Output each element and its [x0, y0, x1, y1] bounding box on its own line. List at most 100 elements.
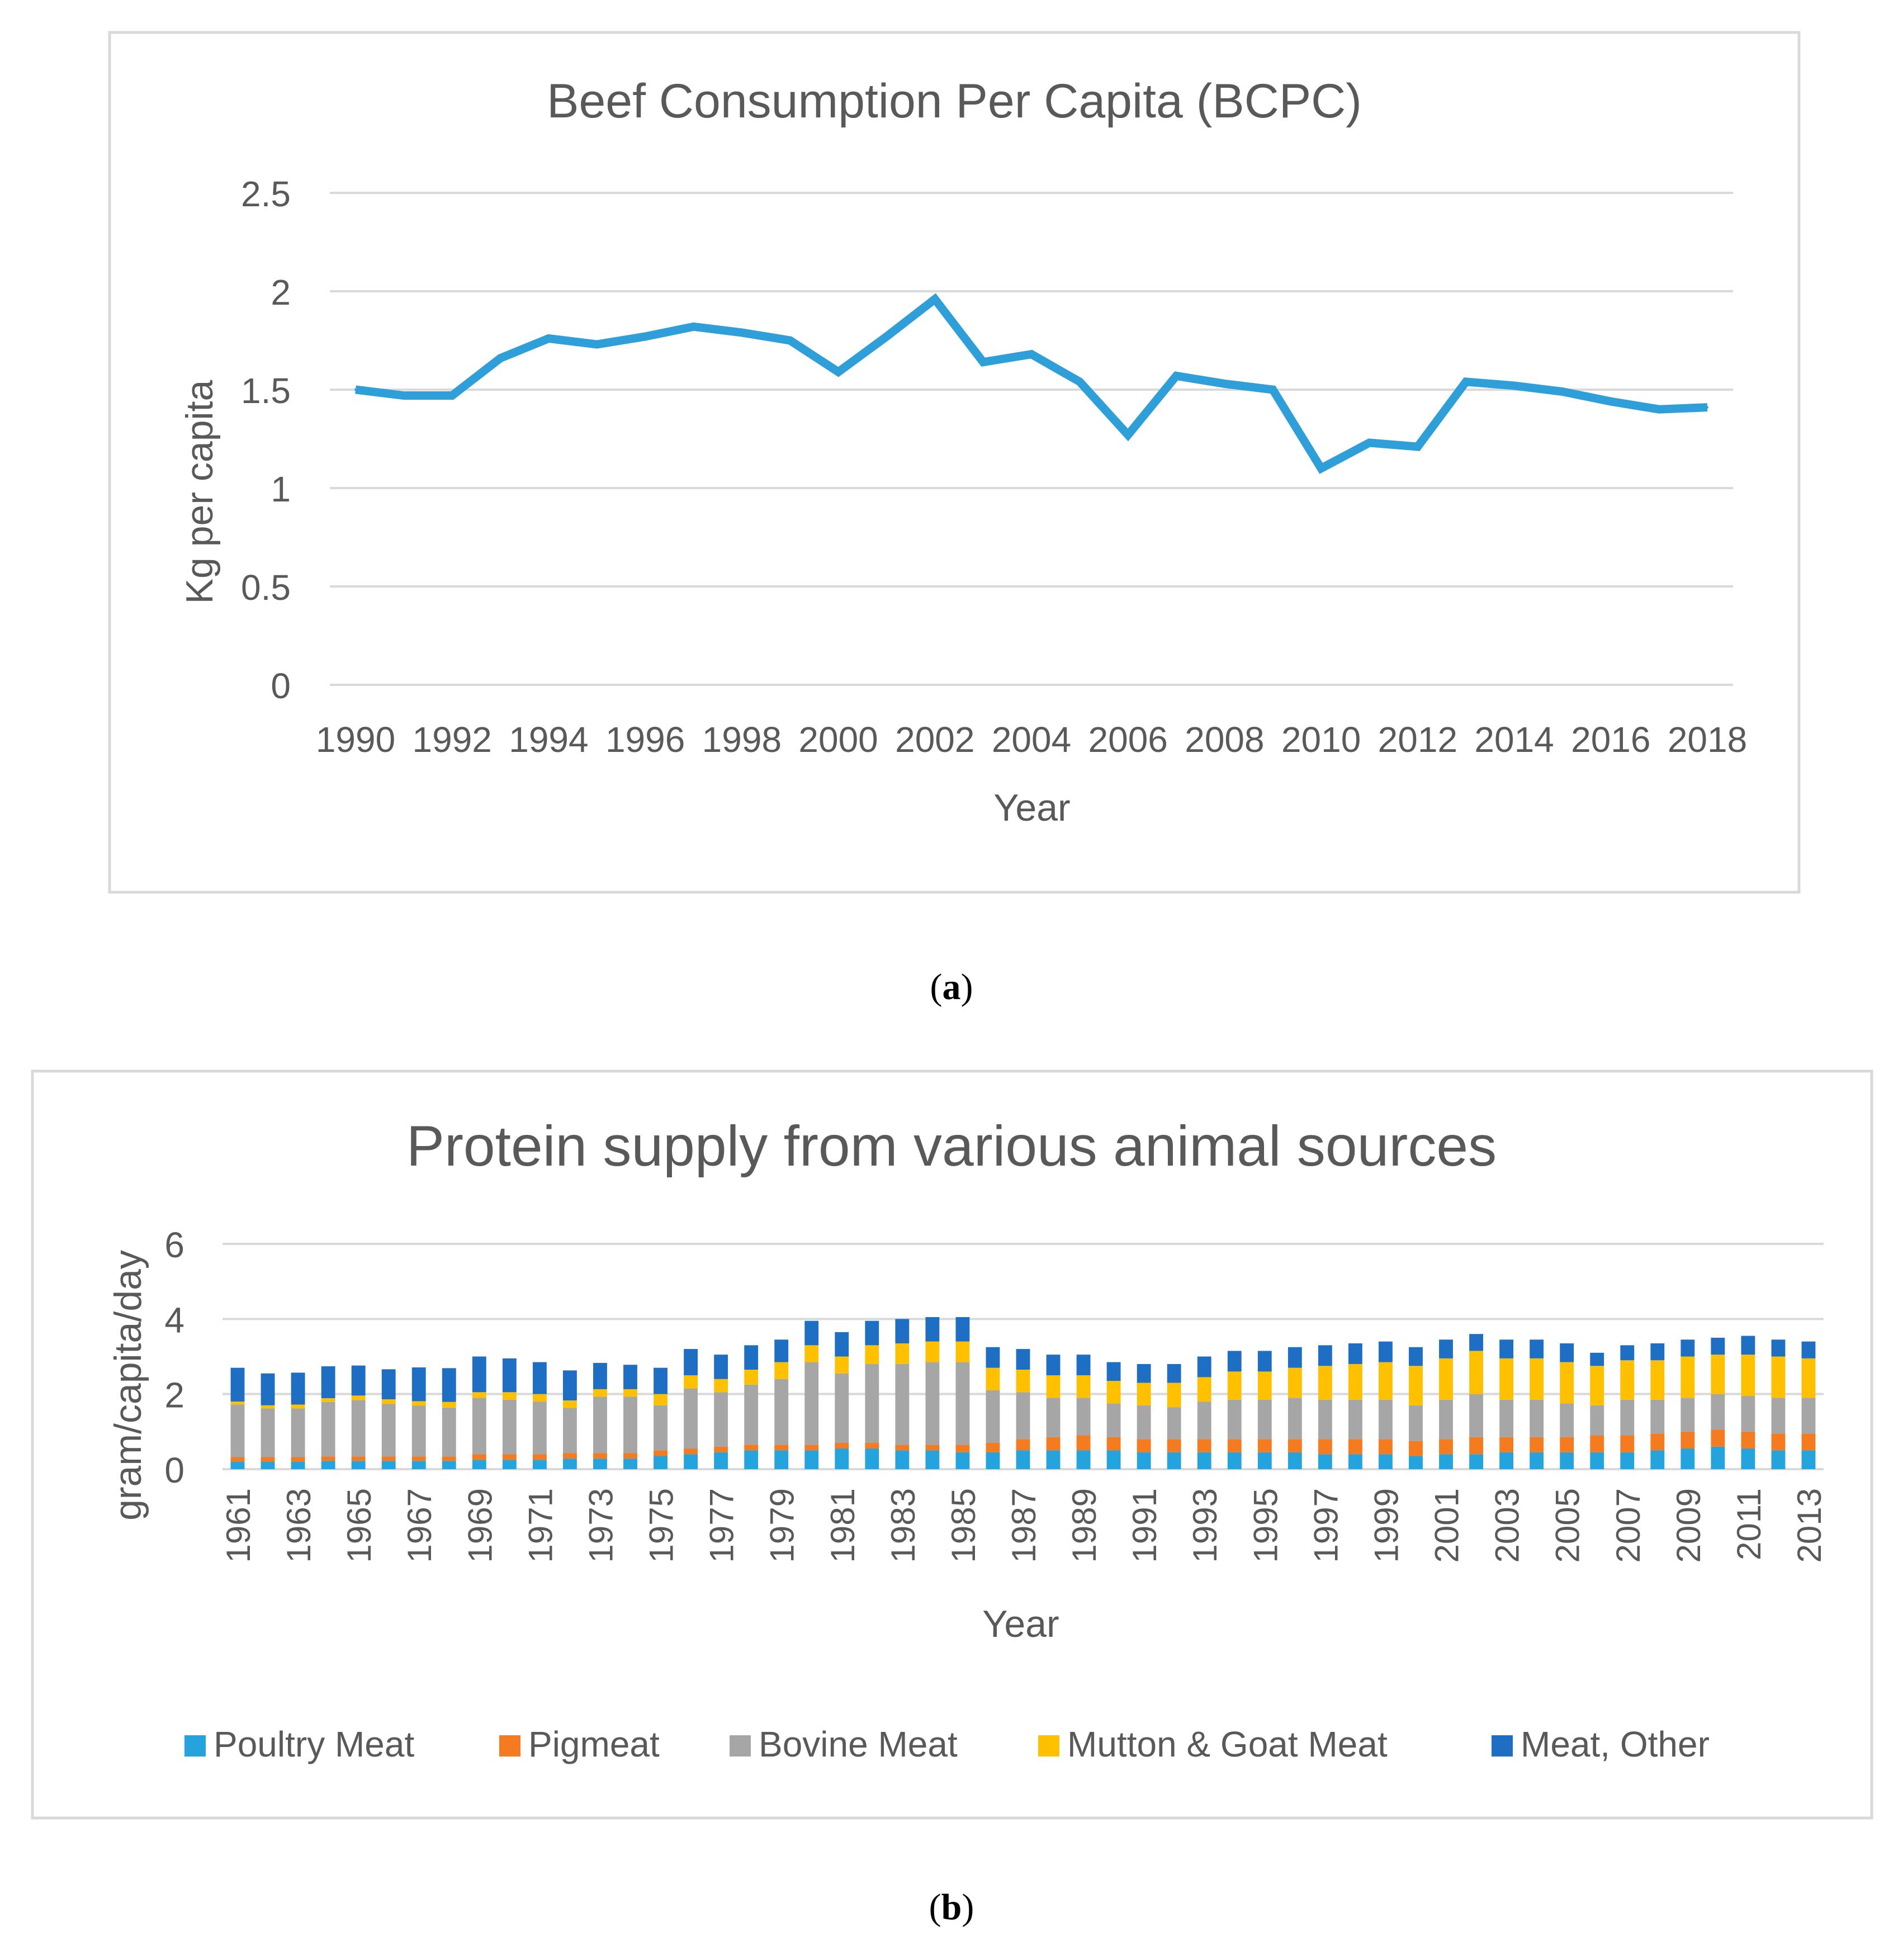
chart-b-x-tick-label: 1985 [945, 1488, 982, 1563]
chart-b-x-axis-label: Year [982, 1603, 1059, 1645]
chart-a-x-tick-label: 2006 [1088, 719, 1168, 760]
chart-b-x-tick-label: 2009 [1670, 1488, 1707, 1563]
chart-b-bar-segment [381, 1369, 396, 1400]
chart-b-bar-segment [986, 1452, 1000, 1469]
chart-b-bar-segment [955, 1362, 970, 1445]
chart-b-bar-segment [1348, 1364, 1362, 1400]
chart-b-y-tick-label: 4 [164, 1300, 184, 1340]
chart-b-bar-segment [1257, 1351, 1272, 1372]
chart-b-bar-segment [351, 1365, 366, 1396]
chart-b-bar-segment [472, 1398, 486, 1455]
chart-b-bar-segment [865, 1364, 879, 1443]
chart-b-bar-segment [442, 1456, 456, 1461]
chart-b-bar-segment [955, 1341, 970, 1362]
chart-a-x-tick-label: 2010 [1281, 719, 1361, 760]
chart-a-data-point [1416, 446, 1419, 448]
chart-b-x-tick-label: 1961 [220, 1488, 257, 1563]
chart-b-bar-segment [1227, 1399, 1242, 1440]
chart-b-bar-segment [1439, 1339, 1453, 1358]
chart-a-y-axis-label: Kg per capita [178, 380, 221, 604]
chart-b-bar-segment [1650, 1343, 1665, 1361]
chart-b-bar-segment [1106, 1437, 1121, 1451]
chart-b-bar-segment [1227, 1452, 1242, 1469]
chart-b-x-tick-label: 1983 [884, 1488, 922, 1563]
chart-b-x-tick-label: 1977 [703, 1488, 741, 1563]
chart-b-bar-segment [472, 1392, 486, 1398]
chart-b-x-tick-label: 1967 [401, 1488, 438, 1563]
chart-b-bar-segment [1409, 1347, 1423, 1366]
chart-b-bar-segment [684, 1375, 698, 1389]
chart-b-bar-segment [1167, 1364, 1181, 1383]
chart-a-x-tick-label: 2014 [1474, 719, 1554, 760]
chart-a-data-point [1223, 382, 1226, 385]
chart-b-bar-segment [321, 1366, 335, 1399]
chart-b-bar-segment [1287, 1452, 1302, 1469]
chart-b-bar-segment [351, 1400, 366, 1457]
chart-b-bar-segment [1530, 1339, 1544, 1358]
chart-b-x-tick-label: 2005 [1549, 1488, 1587, 1563]
chart-b-x-tick-label: 1973 [582, 1488, 619, 1563]
chart-b-legend-label: Pigmeat [528, 1724, 660, 1764]
chart-b-bar-segment [744, 1345, 759, 1370]
chart-b-bar-segment [684, 1388, 698, 1449]
chart-b-bar-segment [1348, 1454, 1362, 1469]
chart-b-bar-segment [774, 1362, 789, 1379]
chart-b-bar-segment [1590, 1366, 1604, 1405]
chart-b-bar-segment [472, 1460, 486, 1469]
chart-a-data-point [982, 361, 984, 363]
chart-b-bar-segment [1318, 1366, 1332, 1400]
chart-b-bar-segment [1137, 1439, 1151, 1452]
chart-b-bar-segment [925, 1445, 940, 1451]
chart-b-bar-segment [1348, 1343, 1362, 1364]
chart-b-bar-segment [1318, 1345, 1332, 1366]
chart-b-bar-segment [1046, 1398, 1061, 1437]
chart-b-x-tick-label: 2013 [1791, 1488, 1828, 1563]
chart-a-data-point [403, 394, 405, 397]
chart-b-bar-segment [563, 1459, 577, 1469]
chart-b-bar-segment [1499, 1399, 1514, 1437]
chart-b-bar-segment [1046, 1437, 1061, 1451]
chart-b-bar-segment [895, 1319, 910, 1343]
chart-b-bar-segment [442, 1368, 456, 1402]
chart-a-data-point [740, 331, 743, 334]
chart-b-bar-segment [563, 1400, 577, 1408]
chart-b-bar-segment [623, 1389, 637, 1397]
chart-a-x-axis-label: Year [993, 787, 1070, 829]
chart-b-bar-segment [986, 1367, 1000, 1390]
chart-b-x-ticks: 1961 1963 1965 1967 1969 1971 1973 1975 1977 1979… [220, 1488, 1828, 1563]
chart-b-x-tick-label: 1965 [340, 1488, 378, 1563]
chart-b-bar-segment [1167, 1439, 1181, 1452]
chart-b-bar-segment [986, 1390, 1000, 1443]
chart-b-bar-segment [1167, 1452, 1181, 1469]
chart-b-bar-segment [1076, 1355, 1091, 1376]
chart-b-bar-segment [1469, 1437, 1483, 1455]
chart-b-bar-segment [654, 1367, 668, 1394]
chart-b-bar-segment [1016, 1349, 1030, 1370]
chart-b-bar-segment [1590, 1405, 1604, 1436]
chart-b-bar-segment [532, 1460, 547, 1469]
chart-b-bar-segment [1076, 1450, 1091, 1469]
chart-a-data-point [1320, 467, 1323, 470]
chart-b-bar-segment [563, 1453, 577, 1459]
chart-b-bar-segment [684, 1448, 698, 1455]
chart-b-bar-segment [1560, 1437, 1574, 1452]
chart-a-x-tick-label: 2012 [1378, 719, 1457, 760]
chart-b-bar-segment [1499, 1452, 1514, 1469]
chart-b-bar-segment [1741, 1355, 1755, 1396]
chart-b-bar-segment [623, 1365, 637, 1389]
chart-b-bar-segment [1469, 1334, 1483, 1351]
chart-b-bar-segment [502, 1392, 517, 1400]
chart-b-bar-segment [774, 1339, 789, 1362]
chart-b-x-tick-label: 1987 [1005, 1488, 1043, 1563]
caption-a: (a) [930, 967, 973, 1007]
chart-b-bar-segment [502, 1358, 517, 1393]
chart-b-legend-label: Poultry Meat [214, 1724, 414, 1764]
chart-b-bar-segment [835, 1373, 849, 1443]
chart-b-bar-segment [1318, 1454, 1332, 1469]
chart-b-bar-segment [1590, 1352, 1604, 1366]
chart-b-bar-segment [744, 1445, 759, 1451]
caption-b-letter: b [941, 1887, 962, 1928]
chart-b-bar-segment [1409, 1456, 1423, 1469]
chart-b-bar-segment [1771, 1450, 1786, 1469]
